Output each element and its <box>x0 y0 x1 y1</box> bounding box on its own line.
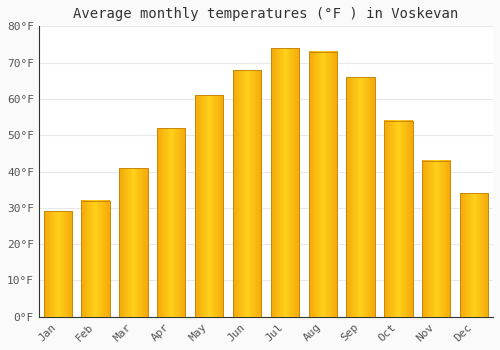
Bar <box>422 161 450 317</box>
Bar <box>195 95 224 317</box>
Bar <box>233 70 261 317</box>
Bar <box>270 48 299 317</box>
Bar <box>44 211 72 317</box>
Bar <box>157 128 186 317</box>
Bar <box>346 77 375 317</box>
Bar <box>82 201 110 317</box>
Title: Average monthly temperatures (°F ) in Voskevan: Average monthly temperatures (°F ) in Vo… <box>74 7 458 21</box>
Bar <box>119 168 148 317</box>
Bar <box>308 52 337 317</box>
Bar <box>384 121 412 317</box>
Bar <box>460 193 488 317</box>
